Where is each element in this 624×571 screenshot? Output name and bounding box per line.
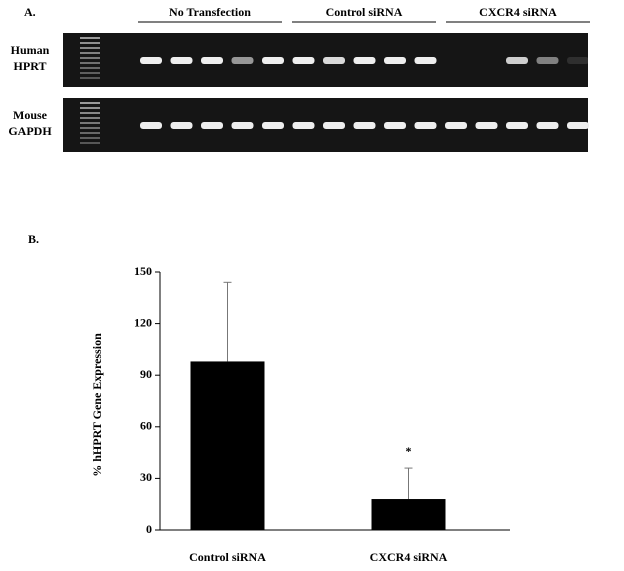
y-tick-label: 150 xyxy=(134,264,152,278)
gel-band xyxy=(201,57,223,64)
gel-band xyxy=(140,57,162,64)
y-tick-label: 90 xyxy=(140,367,152,381)
gel-band xyxy=(567,122,589,129)
group-label: CXCR4 siRNA xyxy=(479,5,557,19)
gel-band xyxy=(414,122,437,129)
gel-band xyxy=(140,122,162,129)
ladder-band xyxy=(80,127,100,129)
y-axis-label: % hHPRT Gene Expression xyxy=(90,333,104,477)
ladder-band xyxy=(80,107,100,109)
ladder-band xyxy=(80,62,100,64)
gel-band xyxy=(170,122,193,129)
ladder-band xyxy=(80,52,100,54)
x-tick-label: Control siRNA xyxy=(189,550,266,564)
row-label: Mouse xyxy=(13,108,48,122)
gel-band xyxy=(384,122,406,129)
gel-band xyxy=(353,57,376,64)
ladder-band xyxy=(80,47,100,49)
x-tick-label: CXCR4 siRNA xyxy=(370,550,448,564)
ladder-band xyxy=(80,72,100,74)
gel-band xyxy=(384,57,406,64)
row-label: GAPDH xyxy=(8,124,52,138)
gel-band xyxy=(292,57,315,64)
gel-band xyxy=(506,122,528,129)
gel-band xyxy=(536,122,559,129)
gel-band xyxy=(536,57,559,64)
ladder-band xyxy=(80,122,100,124)
gel-band xyxy=(445,122,467,129)
y-tick-label: 30 xyxy=(140,470,152,484)
ladder-band xyxy=(80,102,100,104)
bar xyxy=(190,361,265,530)
gel-band xyxy=(506,57,528,64)
gel-band xyxy=(262,122,284,129)
ladder-band xyxy=(80,117,100,119)
panel-label: A. xyxy=(24,5,36,19)
bar xyxy=(371,499,446,530)
row-label: Human xyxy=(11,43,50,57)
gel-band xyxy=(231,57,254,64)
gel-band xyxy=(262,57,284,64)
ladder-band xyxy=(80,77,100,79)
row-label: HPRT xyxy=(14,59,47,73)
gel-band xyxy=(475,122,498,129)
ladder-band xyxy=(80,42,100,44)
y-tick-label: 60 xyxy=(140,419,152,433)
ladder-band xyxy=(80,142,100,144)
y-tick-label: 0 xyxy=(146,522,152,536)
gel-band xyxy=(170,57,193,64)
gel-band xyxy=(323,57,345,64)
annotation: * xyxy=(406,444,412,458)
y-tick-label: 120 xyxy=(134,315,152,329)
ladder-band xyxy=(80,137,100,139)
ladder-band xyxy=(80,57,100,59)
gel-band xyxy=(567,57,589,64)
ladder-band xyxy=(80,67,100,69)
ladder-band xyxy=(80,37,100,39)
gel-band xyxy=(323,122,345,129)
gel-band xyxy=(414,57,437,64)
ladder-band xyxy=(80,132,100,134)
group-label: Control siRNA xyxy=(326,5,403,19)
gel-band xyxy=(231,122,254,129)
gel-band xyxy=(201,122,223,129)
panel-label: B. xyxy=(28,232,39,246)
gel-band xyxy=(292,122,315,129)
ladder-band xyxy=(80,112,100,114)
group-label: No Transfection xyxy=(169,5,251,19)
gel-band xyxy=(353,122,376,129)
